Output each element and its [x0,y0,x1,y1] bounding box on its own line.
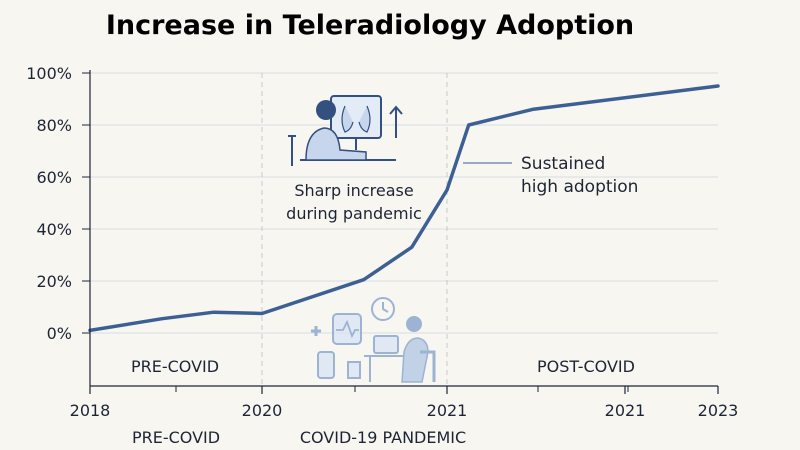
annotation-sharp-increase-line2: during pandemic [286,204,422,223]
bottom-label-pandemic: COVID-19 PANDEMIC [300,428,466,447]
x-tick-label: 2020 [242,401,283,420]
y-tick-label: 0% [47,324,72,343]
series-layer [88,84,720,333]
x-tick-label: 2021 [605,401,646,420]
series-line [88,84,720,333]
y-tick-label: 40% [36,220,72,239]
annotation-sustained-line1: Sustained [521,154,605,174]
bottom-label-pre-covid: PRE-COVID [132,428,220,447]
phase-label-post-covid: POST-COVID [537,357,635,376]
phase-label-pre-covid: PRE-COVID [131,357,219,376]
radiologist-workstation-icon [288,95,403,166]
y-tick-label: 80% [36,116,72,135]
grid [90,72,718,386]
y-tick-label: 100% [26,64,72,83]
axes: 0% 20% 40% 60% 80% 100% 2018 2020 2021 2021 2023 [26,64,738,420]
x-tick-label: 2023 [698,401,739,420]
chart-title: Increase in Teleradiology Adoption [106,10,634,41]
illustrations [288,95,436,383]
x-tick-label: 2018 [70,401,111,420]
x-tick-label: 2021 [427,401,468,420]
telehealth-icons-illustration [311,297,436,383]
y-tick-label: 20% [36,272,72,291]
annotation-sustained-line2: high adoption [521,177,638,197]
y-tick-label: 60% [36,168,72,187]
annotation-sharp-increase-line1: Sharp increase [294,181,413,200]
